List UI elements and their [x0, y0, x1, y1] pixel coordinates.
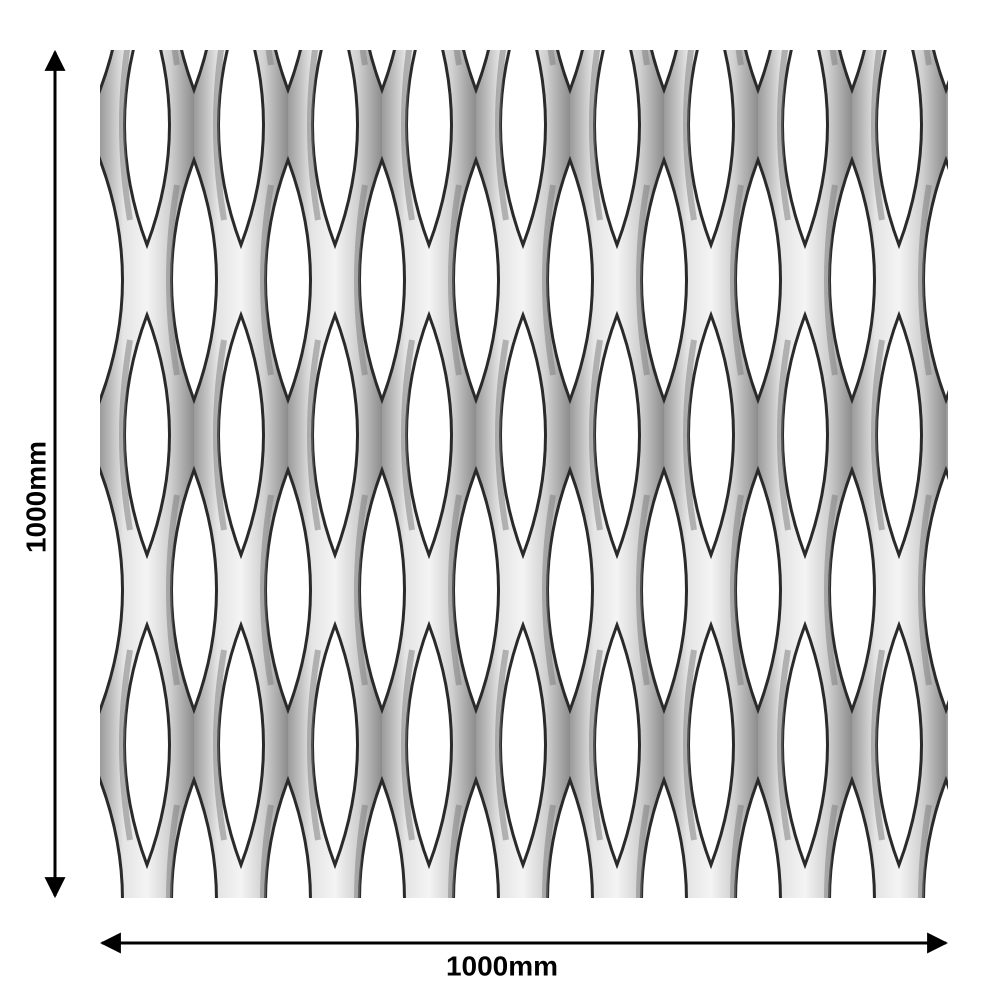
- width-label: 1000mm: [446, 950, 558, 981]
- height-label: 1000mm: [20, 441, 51, 553]
- expanded-metal-mesh: [100, 50, 948, 898]
